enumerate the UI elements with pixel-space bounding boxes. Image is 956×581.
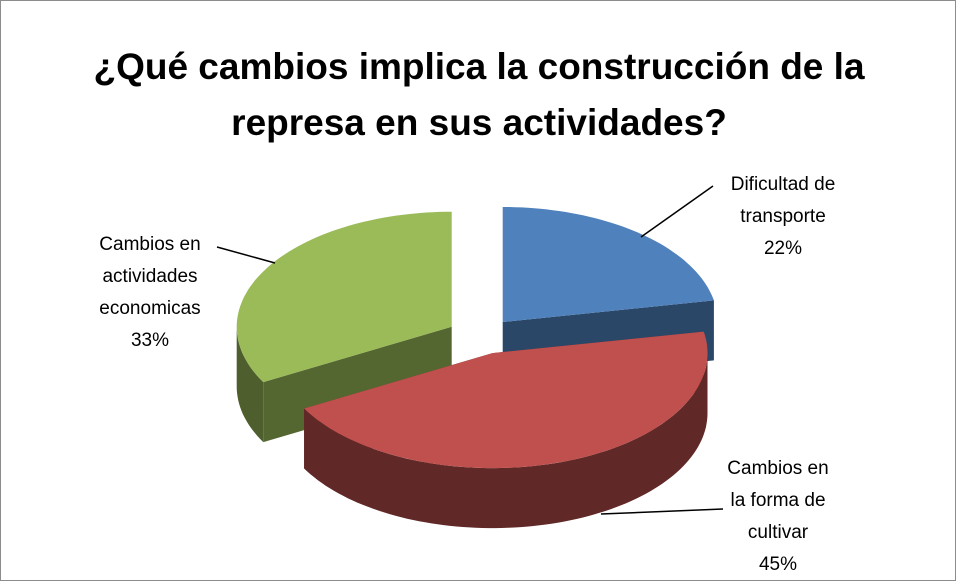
- slice: [304, 331, 708, 529]
- chart-title: ¿Qué cambios implica la construcción de …: [93, 46, 865, 143]
- leader-line: [640, 185, 714, 238]
- slice-wall: [236, 326, 264, 443]
- data-label: Cambios en la forma de cultivar 45%: [719, 453, 837, 581]
- category-label: Dificultad de transporte: [730, 174, 836, 227]
- category-label: Cambios en actividades economicas: [99, 234, 201, 319]
- data-label: Cambios en actividades economicas 33%: [83, 229, 217, 357]
- value-label: 45%: [758, 554, 798, 575]
- value-label: 33%: [130, 330, 170, 351]
- category-label: Cambios en la forma de cultivar: [727, 458, 829, 543]
- slice-top: [502, 207, 714, 322]
- slice-top: [236, 211, 452, 383]
- data-label: Dificultad de transporte 22%: [713, 169, 853, 265]
- slice-wall: [304, 353, 708, 529]
- leader-line: [216, 246, 276, 264]
- slice-top: [304, 331, 708, 469]
- leader-line: [600, 508, 724, 515]
- value-label: 22%: [763, 238, 803, 259]
